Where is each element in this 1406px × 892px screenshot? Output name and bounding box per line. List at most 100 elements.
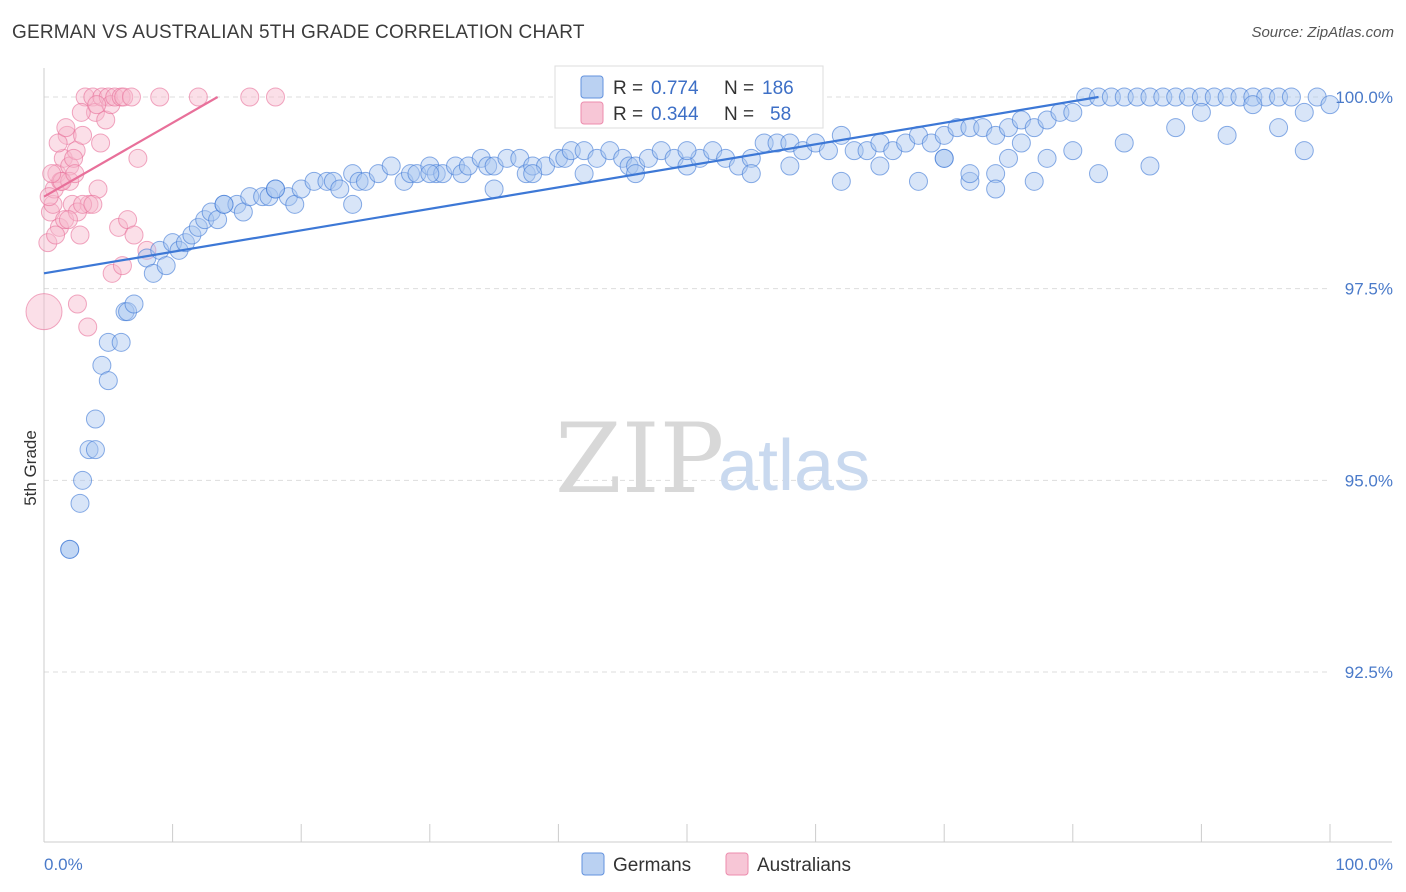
point-germans [188, 217, 208, 237]
point-germans [934, 148, 954, 168]
y-tick-labels: 92.5% 95.0% 97.5% 100.0% [1335, 88, 1393, 682]
bottom-legend-swatch-germans [581, 852, 605, 876]
point-germans [1281, 87, 1301, 107]
point-germans [1089, 164, 1109, 184]
point-germans [1063, 102, 1083, 122]
point-australians [78, 317, 98, 337]
point-australians [70, 225, 90, 245]
point-australians [121, 87, 141, 107]
point-germans [478, 156, 498, 176]
point-australians [58, 210, 78, 230]
bottom-legend-swatch-australians [725, 852, 749, 876]
point-germans [79, 440, 99, 460]
point-australians [67, 294, 87, 314]
point-germans [452, 164, 472, 184]
point-germans [1294, 102, 1314, 122]
stats-legend: R = 0.774 N = 186 R = 0.344 N = 58 [554, 65, 824, 129]
point-australians [73, 125, 93, 145]
chart-title: GERMAN VS AUSTRALIAN 5TH GRADE CORRELATI… [12, 22, 585, 43]
point-australians [46, 225, 66, 245]
legend-r-value-australians: 0.344 [651, 104, 699, 125]
point-germans [265, 179, 285, 199]
point-germans [182, 225, 202, 245]
point-germans [523, 164, 543, 184]
point-germans [85, 409, 105, 429]
point-germans [323, 171, 343, 191]
legend-r-value-germans: 0.774 [651, 78, 699, 99]
legend-n-value-australians: 58 [770, 104, 791, 125]
legend-n-label-germans: N = [724, 78, 754, 99]
point-australians [56, 118, 76, 138]
point-germans [1024, 171, 1044, 191]
point-germans [259, 187, 279, 207]
point-germans [1294, 141, 1314, 161]
source-label: Source: ZipAtlas.com [1251, 24, 1394, 41]
series-legend: Germans Australians [581, 852, 851, 876]
legend-n-value-germans: 186 [762, 78, 794, 99]
point-germans [1243, 95, 1263, 115]
point-germans [420, 164, 440, 184]
y-tick-label: 92.5% [1345, 663, 1393, 682]
point-germans [70, 493, 90, 513]
point-germans [111, 332, 131, 352]
legend-r-label-germans: R = [613, 78, 643, 99]
point-germans [98, 371, 118, 391]
trendlines [43, 95, 1099, 275]
point-germans [986, 164, 1006, 184]
point-germans [343, 194, 363, 214]
point-australians [87, 95, 107, 115]
point-germans [1037, 148, 1057, 168]
point-germans [780, 156, 800, 176]
point-australians [102, 263, 122, 283]
series-germans [60, 87, 1340, 559]
point-germans [85, 440, 105, 460]
point-germans [908, 171, 928, 191]
point-australians [83, 194, 103, 214]
bottom-legend-australians: Australians [757, 855, 851, 876]
gridlines [44, 96, 1330, 673]
watermark-atlas: atlas [718, 426, 870, 506]
y-axis-title: 5th Grade [21, 430, 40, 506]
point-germans [1191, 102, 1211, 122]
point-germans [1011, 133, 1031, 153]
point-germans [73, 470, 93, 490]
point-germans [831, 171, 851, 191]
legend-swatch-australians [580, 101, 604, 125]
point-germans [60, 539, 80, 559]
trendline-germans [43, 95, 1099, 275]
point-germans [401, 164, 421, 184]
point-germans [124, 294, 144, 314]
y-tick-label: 100.0% [1335, 88, 1393, 107]
point-germans [1140, 156, 1160, 176]
point-germans [175, 233, 195, 253]
point-germans [156, 256, 176, 276]
point-germans [555, 148, 575, 168]
point-germans [516, 164, 536, 184]
point-germans [960, 164, 980, 184]
point-germans [1063, 141, 1083, 161]
point-australians [42, 164, 62, 184]
axes [43, 68, 1392, 843]
legend-swatch-germans [580, 75, 604, 99]
point-germans [818, 141, 838, 161]
point-germans [330, 179, 350, 199]
point-australians [96, 110, 116, 130]
point-australians [150, 87, 170, 107]
point-germans [426, 164, 446, 184]
point-germans [1114, 133, 1134, 153]
point-germans [870, 156, 890, 176]
x-tick-label-min: 0.0% [44, 855, 83, 874]
point-germans [381, 156, 401, 176]
point-germans [1166, 118, 1186, 138]
series-australians [25, 87, 285, 337]
point-germans [349, 171, 369, 191]
point-australians [64, 148, 84, 168]
legend-n-label-australians: N = [724, 104, 754, 125]
point-germans [118, 302, 138, 322]
watermark-zip: ZIP [555, 403, 724, 515]
watermark: ZIP atlas [555, 403, 870, 515]
point-australians [75, 87, 95, 107]
point-germans [214, 194, 234, 214]
x-tick-labels: 0.0% 100.0% [44, 855, 1393, 874]
point-australians [128, 148, 148, 168]
